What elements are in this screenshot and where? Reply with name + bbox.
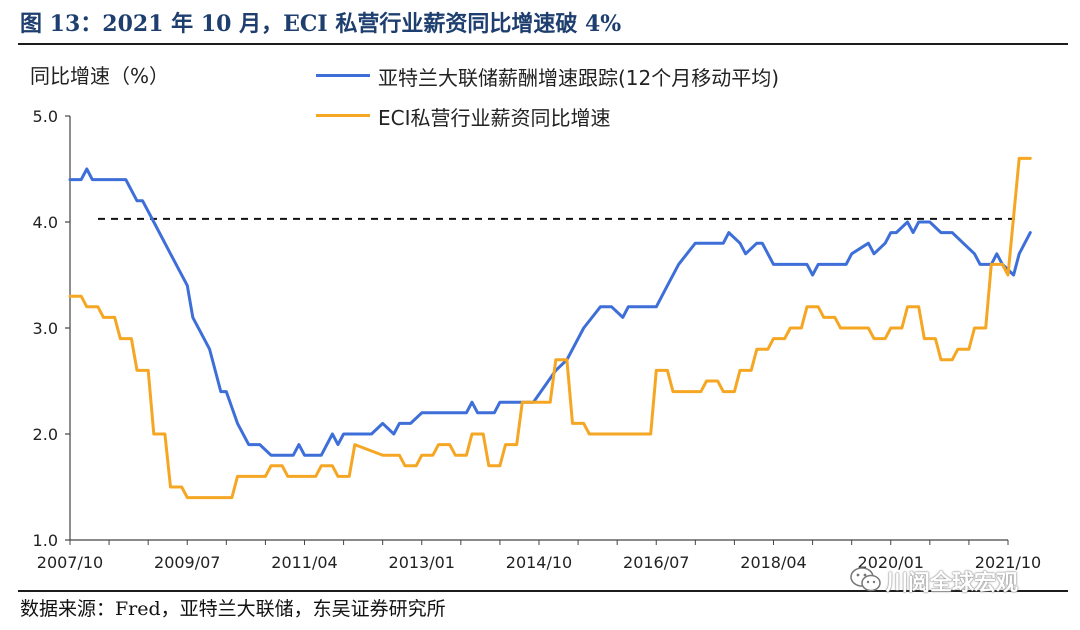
- x-tick-label: 2021/10: [975, 553, 1041, 572]
- x-tick-label: 2007/10: [37, 553, 103, 572]
- watermark: 川阅全球宏观: [850, 563, 1050, 597]
- chart-series: [68, 156, 1032, 500]
- legend-swatch-eci: [316, 114, 370, 117]
- series-line-atlanta-fed: [68, 167, 1032, 457]
- y-tick-label: 5.0: [33, 107, 58, 126]
- figure-title: 图 13：2021 年 10 月，ECI 私营行业薪资同比增速破 4%: [20, 11, 622, 37]
- watermark-text: 川阅全球宏观: [886, 571, 1019, 596]
- y-tick-label: 2.0: [33, 425, 58, 444]
- y-tick-label: 3.0: [33, 319, 58, 338]
- series-line-eci: [68, 156, 1032, 500]
- x-tick-label: 2020/01: [858, 553, 924, 572]
- x-tick-label: 2014/10: [506, 553, 572, 572]
- x-tick-label: 2011/04: [271, 553, 337, 572]
- legend-label-eci: ECI私营行业薪资同比增速: [378, 106, 611, 130]
- x-tick-label: 2018/04: [740, 553, 806, 572]
- legend-swatch-atlanta-fed: [316, 74, 370, 77]
- y-tick-label: 4.0: [33, 213, 58, 232]
- wechat-icon: [850, 567, 881, 592]
- x-tick-label: 2016/07: [623, 553, 689, 572]
- x-tick-label: 2009/07: [154, 553, 220, 572]
- y-tick-label: 1.0: [33, 531, 58, 550]
- y-axis-label: 同比增速（%）: [30, 64, 170, 88]
- title-rule: [18, 43, 1068, 45]
- source-rule: [18, 590, 1068, 592]
- chart-axes: 1.0 2.0 3.0 4.0 5.0 2007/10 2009/07 2011/04 2013…: [33, 107, 1042, 572]
- legend-label-atlanta-fed: 亚特兰大联储薪酬增速跟踪(12个月移动平均): [378, 66, 780, 90]
- source-note: 数据来源：Fred，亚特兰大联储，东吴证券研究所: [20, 598, 446, 620]
- x-tick-label: 2013/01: [389, 553, 455, 572]
